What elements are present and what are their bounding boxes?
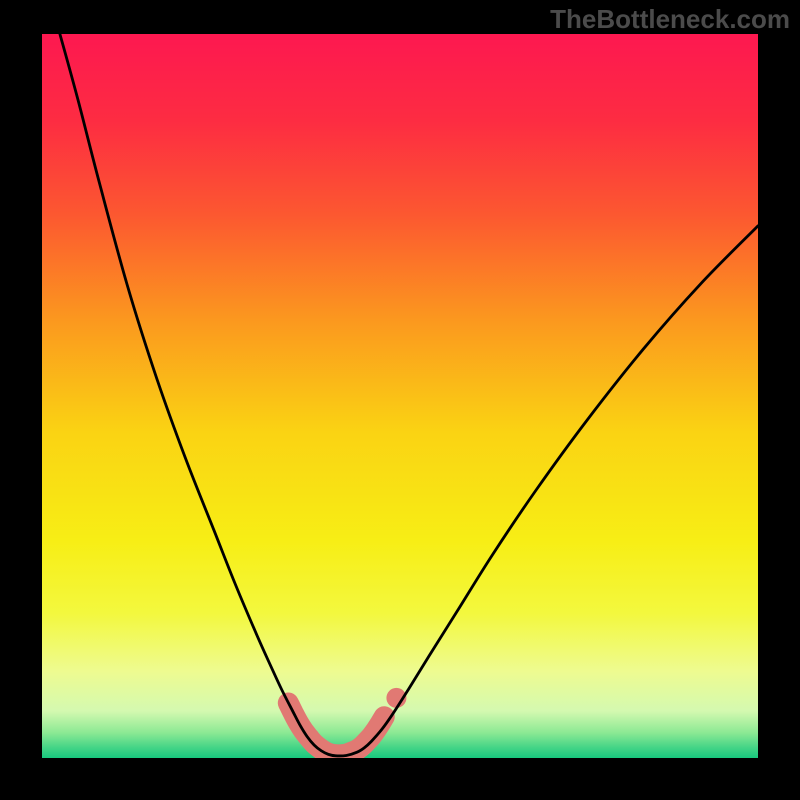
plot-area (42, 34, 758, 758)
chart-container: TheBottleneck.com (0, 0, 800, 800)
plot-background (42, 34, 758, 758)
plot-svg (42, 34, 758, 758)
watermark-label: TheBottleneck.com (550, 4, 790, 35)
